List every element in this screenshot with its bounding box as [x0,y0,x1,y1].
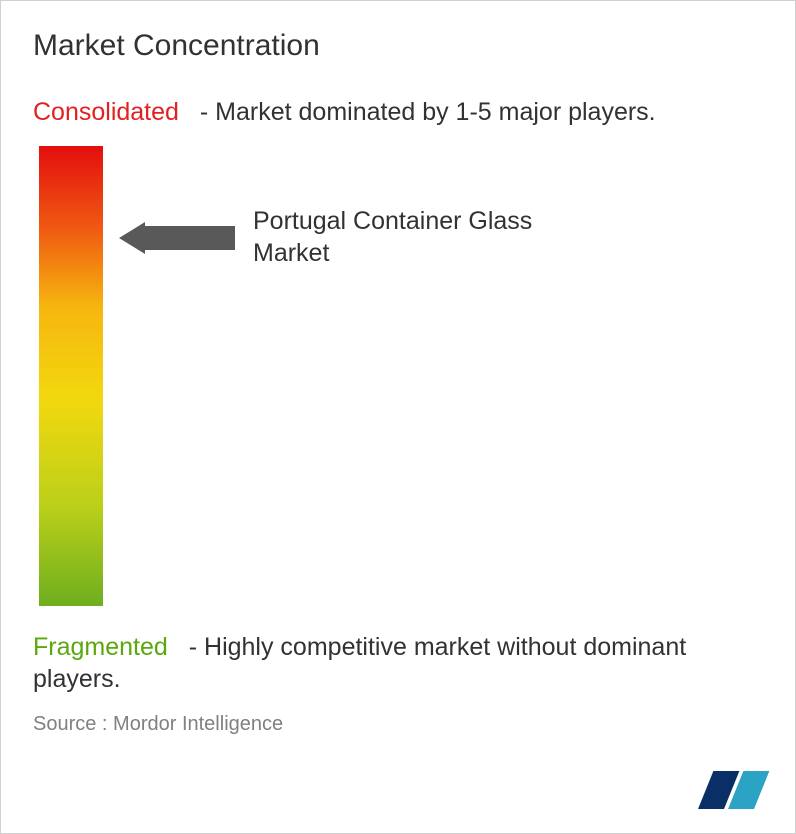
marker-arrow-group: Portugal Container Glass Market [119,206,613,269]
fragmented-term: Fragmented [33,633,168,661]
source-attribution: Source : Mordor Intelligence [33,713,763,736]
arrow-icon [119,220,235,256]
consolidated-desc: - Market dominated by 1-5 major players. [200,98,656,126]
consolidated-definition: Consolidated - Market dominated by 1-5 m… [33,97,763,128]
page-title: Market Concentration [33,29,763,63]
consolidated-term: Consolidated [33,98,179,126]
marker-label: Portugal Container Glass Market [253,206,613,269]
brand-logo [693,767,771,813]
gradient-bar [39,146,103,606]
concentration-scale: Portugal Container Glass Market [33,146,763,606]
fragmented-definition: Fragmented - Highly competitive market w… [33,632,763,695]
